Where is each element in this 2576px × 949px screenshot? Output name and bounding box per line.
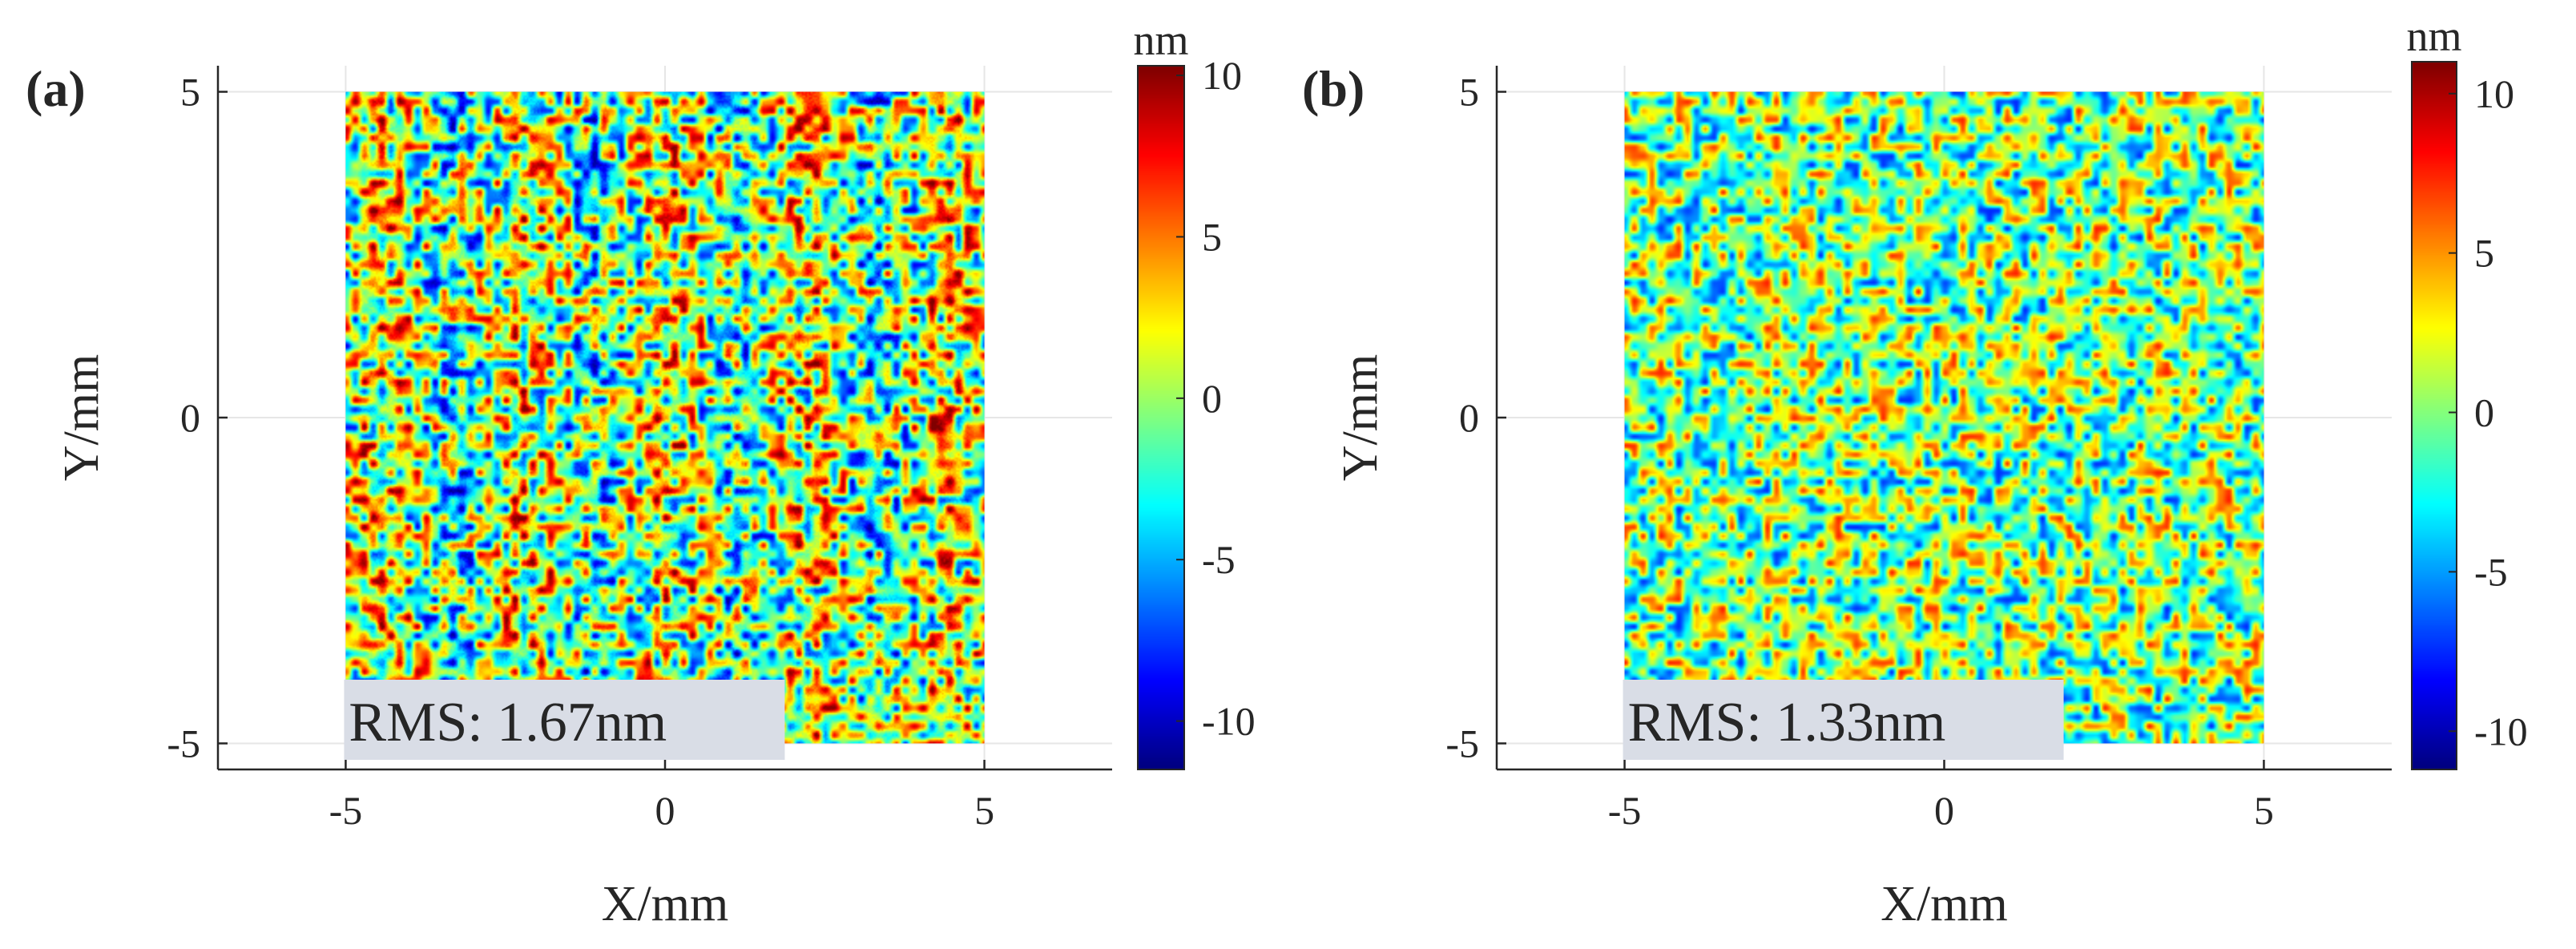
colorbar-tick-label: -10	[2474, 709, 2528, 753]
y-axis-label: Y/mm	[1333, 354, 1388, 481]
y-tick-label: 5	[1459, 70, 1479, 115]
colorbar-gradient	[2412, 62, 2457, 769]
x-tick-label: 5	[2254, 788, 2274, 833]
colorbar-tick-label: 10	[2474, 71, 2514, 116]
y-tick-label: 5	[180, 70, 200, 115]
colorbar-tick-label: 5	[1202, 214, 1222, 259]
colorbar-tick-label: -10	[1202, 699, 1256, 744]
colorbar-tick-label: 0	[1202, 376, 1222, 421]
colorbar-tick-label: 10	[1202, 53, 1242, 98]
colorbar-tick-label: -5	[1202, 537, 1236, 582]
y-axis-label: Y/mm	[54, 354, 109, 481]
panel-label: (b)	[1302, 60, 1365, 117]
colorbar-frame	[1137, 65, 1185, 770]
colorbar-frame	[2411, 61, 2457, 770]
x-tick-label: -5	[329, 788, 363, 833]
chart-panel-b: -5 0 5 -5 0 5 X/mm Y/mm (b) RMS: 1.33nm 10 5 0 -5 -10 n…	[1302, 12, 2528, 931]
rms-annotation-box	[344, 680, 785, 760]
colorbar-unit-label: nm	[2406, 12, 2461, 60]
x-tick-label: 0	[655, 788, 675, 833]
chart-panel-a: -5 0 5 -5 0 5 X/mm Y/mm (a) RMS: 1.67nm 10 5 0 -5 -10 n…	[26, 16, 1256, 931]
x-axis-label: X/mm	[602, 877, 728, 931]
rms-annotation-box	[1623, 680, 2064, 760]
x-tick-label: -5	[1608, 788, 1642, 833]
surface-heatmap	[345, 91, 985, 744]
x-tick-label: 5	[974, 788, 994, 833]
y-tick-label: 0	[1459, 395, 1479, 440]
y-tick-label: -5	[167, 721, 200, 765]
rms-annotation: RMS: 1.67nm	[349, 692, 667, 753]
colorbar-tick-label: 5	[2474, 231, 2494, 276]
panel-label: (a)	[26, 60, 86, 117]
colorbar-unit-label: nm	[1133, 16, 1188, 64]
x-axis-label: X/mm	[1881, 877, 2007, 931]
surface-heatmap	[1624, 91, 2264, 744]
y-tick-label: 0	[180, 395, 200, 440]
x-tick-label: 0	[1934, 788, 1954, 833]
colorbar-tick-label: 0	[2474, 390, 2494, 435]
rms-annotation: RMS: 1.33nm	[1628, 692, 1946, 753]
colorbar-gradient	[1138, 66, 1184, 769]
colorbar-tick-label: -5	[2474, 549, 2508, 594]
y-tick-label: -5	[1445, 721, 1479, 765]
